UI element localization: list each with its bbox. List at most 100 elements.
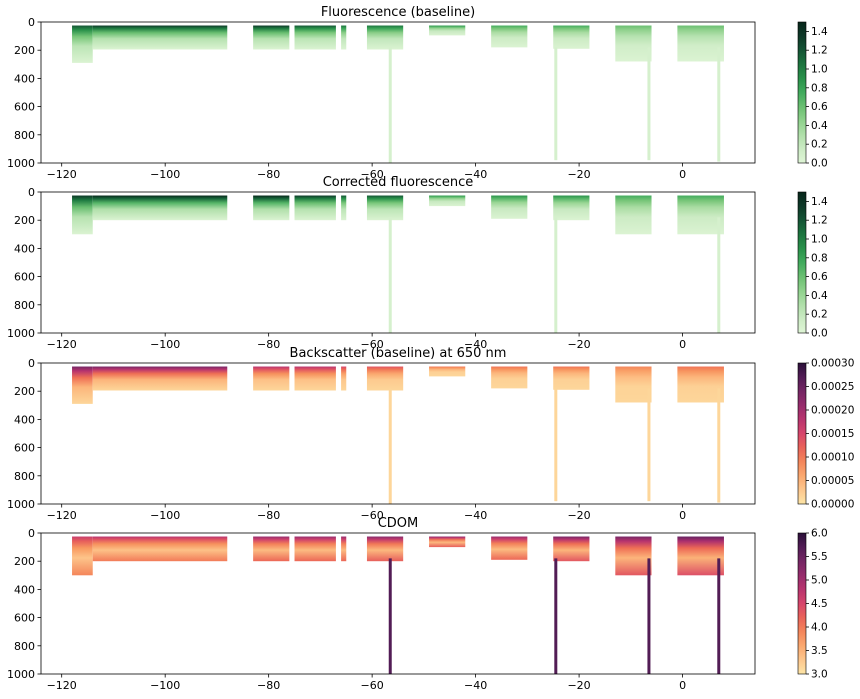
chart-panel-3: Backscatter (baseline) at 650 nm −120 −100…	[7, 346, 854, 522]
data-section	[553, 195, 590, 221]
x-tick-label: −20	[567, 509, 590, 522]
data-section	[294, 195, 336, 221]
y-tick-label: 400	[14, 413, 35, 426]
deep-profile	[717, 558, 721, 674]
y-tick-label: 600	[14, 612, 35, 625]
x-tick-label: −20	[567, 679, 590, 692]
data-section	[72, 25, 93, 63]
data-section	[294, 366, 336, 391]
data-section	[615, 366, 652, 403]
colorbar	[797, 191, 807, 334]
data-section	[92, 195, 228, 221]
colorbar-tick-label: 0.0	[811, 158, 828, 170]
colorbar	[797, 532, 807, 675]
y-tick-label: 800	[14, 470, 35, 483]
colorbar-tick-label: 0.00020	[811, 405, 854, 417]
colorbar-tick-label: 0.00000	[811, 499, 854, 511]
deep-profile	[554, 388, 558, 502]
x-tick-label: −80	[257, 338, 280, 351]
data-section	[72, 536, 93, 576]
axes-frame	[40, 532, 756, 675]
y-tick-label: 0	[28, 16, 35, 29]
data-section	[366, 25, 404, 50]
x-tick-label: 0	[679, 509, 686, 522]
deep-profile	[717, 47, 721, 162]
colorbar-tick-label: 1.2	[811, 45, 828, 57]
data-section	[429, 195, 466, 207]
colorbar-tick-label: 5.5	[811, 551, 828, 563]
deep-profile	[388, 47, 392, 163]
x-tick-label: −40	[464, 338, 487, 351]
data-section	[341, 195, 347, 221]
colorbar-tick-label: 4.5	[811, 598, 828, 610]
data-section	[429, 366, 466, 377]
x-tick-label: −20	[567, 338, 590, 351]
deep-profile	[647, 388, 651, 502]
data-section	[491, 25, 528, 48]
colorbar-tick-label: 3.5	[811, 645, 828, 657]
chart-title: Backscatter (baseline) at 650 nm	[290, 346, 507, 361]
data-section	[429, 536, 466, 548]
colorbar-tick-label: 0.00030	[811, 358, 854, 370]
data-section	[429, 25, 466, 36]
x-tick-label: 0	[679, 168, 686, 181]
y-tick-label: 400	[14, 583, 35, 596]
x-tick-label: −60	[361, 679, 384, 692]
x-tick-label: −80	[257, 168, 280, 181]
data-section	[615, 536, 652, 576]
colorbar-tick-label: 4.0	[811, 622, 828, 634]
colorbar-tick-label: 0.6	[811, 101, 828, 113]
deep-profile	[554, 217, 558, 333]
data-section	[553, 25, 590, 49]
x-tick-label: −120	[47, 338, 77, 351]
colorbar-tick-label: 0.8	[811, 252, 828, 264]
deep-profile	[717, 217, 721, 333]
data-section	[677, 536, 724, 576]
colorbar-tick-label: 0.00015	[811, 428, 854, 440]
axes-frame	[40, 362, 756, 505]
data-section	[253, 195, 290, 221]
colorbar-tick-label: 0.4	[811, 120, 828, 132]
data-section	[341, 536, 347, 562]
y-tick-label: 600	[14, 101, 35, 114]
colorbar-tick-label: 0.8	[811, 82, 828, 94]
deep-profile	[717, 388, 721, 503]
colorbar-tick-label: 0.6	[811, 271, 828, 283]
data-section	[491, 536, 528, 560]
chart-title: CDOM	[378, 516, 419, 531]
data-section	[72, 366, 93, 404]
deep-profile	[388, 558, 392, 674]
colorbar-tick-label: 1.4	[811, 196, 828, 208]
colorbar	[797, 21, 807, 164]
data-section	[92, 536, 228, 562]
x-tick-label: −40	[464, 509, 487, 522]
x-tick-label: −40	[464, 168, 487, 181]
chart-panel-1: Fluorescence (baseline) −120 −100 −80 −60 −40…	[7, 5, 828, 181]
x-tick-label: −40	[464, 679, 487, 692]
colorbar-tick-label: 0.2	[811, 309, 828, 321]
data-section	[294, 25, 336, 50]
x-tick-label: −20	[567, 168, 590, 181]
deep-profile	[647, 47, 651, 161]
y-tick-label: 0	[28, 527, 35, 540]
plot-area	[72, 366, 724, 504]
data-section	[677, 25, 724, 62]
axes-frame	[40, 21, 756, 164]
x-tick-label: −80	[257, 679, 280, 692]
x-tick-label: −80	[257, 509, 280, 522]
y-tick-label: 200	[14, 385, 35, 398]
y-tick-label: 1000	[7, 157, 35, 170]
colorbar-tick-label: 0.0	[811, 328, 828, 340]
y-tick-label: 400	[14, 72, 35, 85]
x-tick-label: −100	[150, 509, 180, 522]
colorbar-tick-label: 0.00005	[811, 475, 854, 487]
colorbar-tick-label: 0.00010	[811, 452, 854, 464]
deep-profile	[647, 558, 651, 674]
plot-area	[72, 25, 724, 163]
x-tick-label: −60	[361, 338, 384, 351]
x-tick-label: −100	[150, 168, 180, 181]
colorbar-tick-label: 1.0	[811, 64, 828, 76]
y-tick-label: 800	[14, 129, 35, 142]
x-tick-label: −60	[361, 509, 384, 522]
